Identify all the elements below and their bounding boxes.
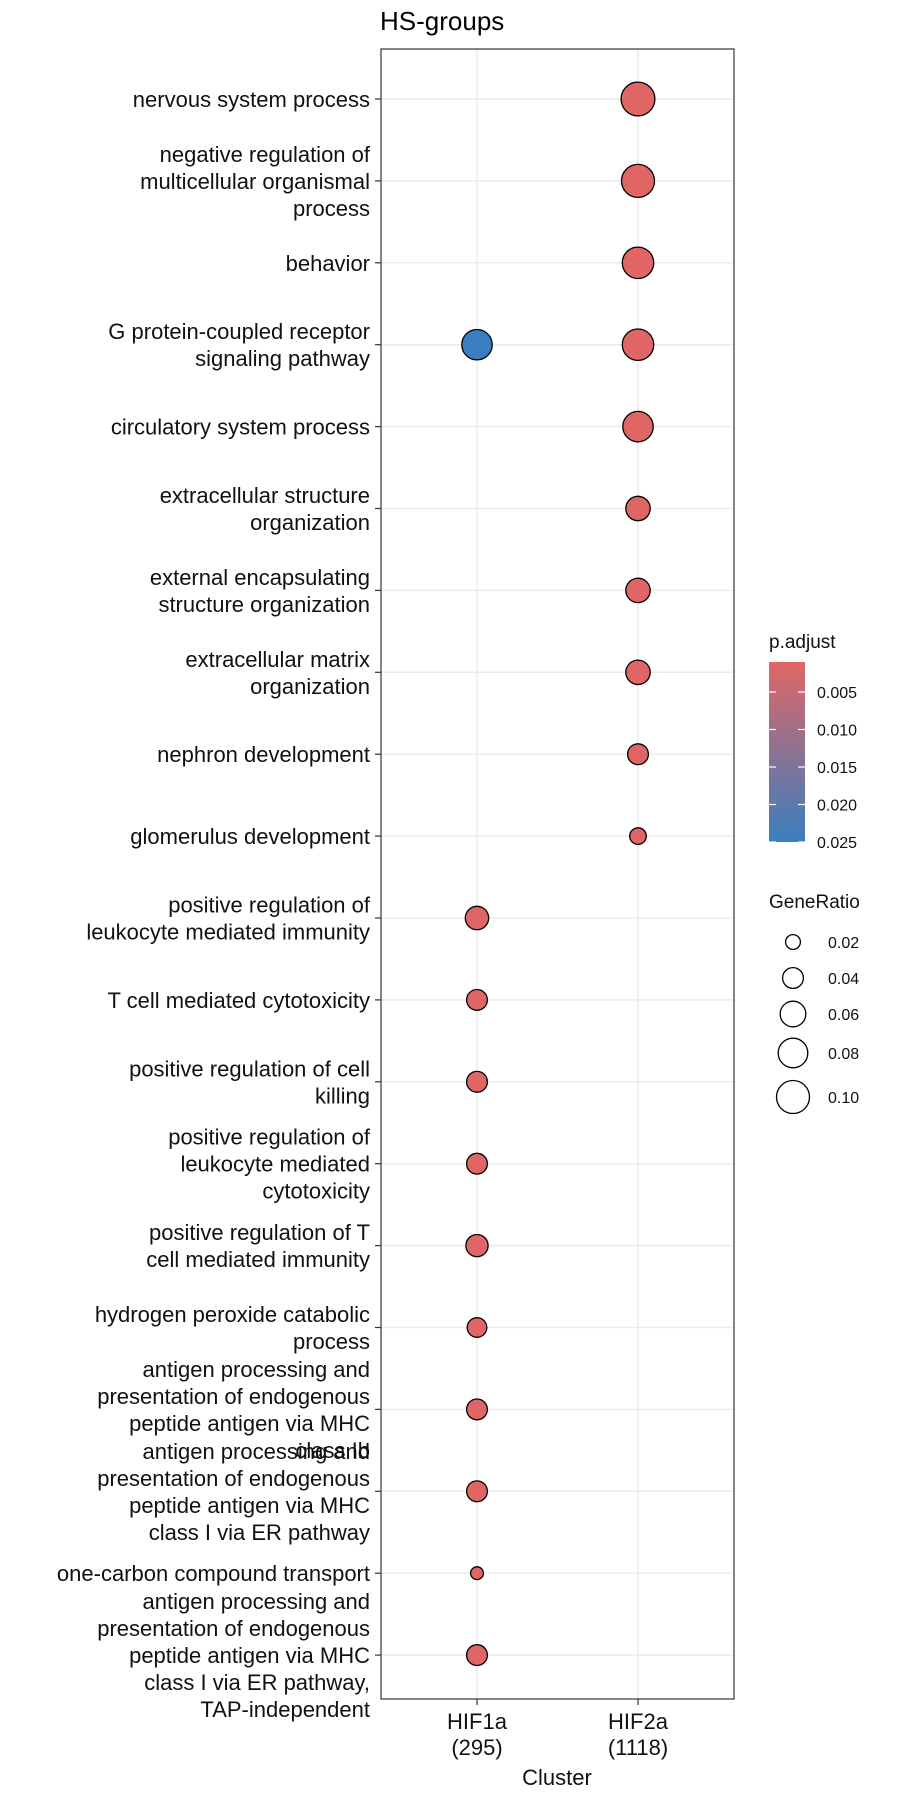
x-axis-tick-labels: HIF1a (295) HIF2a (1118)	[447, 1709, 669, 1760]
y-tick-label: antigen processing and presentation of en…	[97, 1439, 370, 1545]
y-tick-label: external encapsulating structure organiza…	[150, 565, 370, 617]
p-adjust-legend: p.adjust 0.005 0.010 0.015 0.020 0.025	[769, 632, 857, 852]
data-point	[465, 1233, 489, 1258]
x-tick-label: HIF2a (1118)	[608, 1709, 669, 1760]
y-tick-label: positive regulation of cell killing	[129, 1056, 370, 1108]
p-adjust-colorbar-ticks: 0.005 0.010 0.015 0.020 0.025	[769, 685, 857, 852]
y-tick-label: antigen processing and presentation of en…	[97, 1357, 370, 1463]
data-point	[465, 988, 489, 1011]
y-tick-label: positive regulation of leukocyte mediated…	[168, 1125, 371, 1204]
data-point	[621, 328, 655, 362]
y-tick-label: glomerulus development	[130, 824, 370, 849]
plot-panel-border	[380, 48, 735, 1700]
data-point	[464, 905, 490, 931]
gene-ratio-legend: GeneRatio 0.02 0.04 0.06 0.08 0.10	[769, 892, 860, 1115]
data-point	[626, 743, 650, 766]
grid-lines	[381, 49, 734, 1699]
y-axis-ticks	[375, 98, 381, 1656]
gene-ratio-key-label: 0.08	[828, 1046, 859, 1063]
data-point	[465, 1480, 489, 1503]
data-point	[461, 328, 493, 361]
chart-title: HS-groups	[380, 6, 504, 36]
y-tick-label: circulatory system process	[111, 415, 370, 440]
data-point	[625, 577, 651, 604]
y-tick-label: hydrogen peroxide catabolic process	[95, 1302, 370, 1354]
colorbar-tick-label: 0.025	[817, 835, 857, 852]
colorbar-tick-label: 0.010	[817, 723, 857, 740]
y-tick-label: one-carbon compound transport	[57, 1561, 370, 1586]
gene-ratio-legend-keys: 0.02 0.04 0.06 0.08 0.10	[775, 933, 859, 1115]
p-adjust-colorbar	[769, 662, 805, 842]
gene-ratio-key-label: 0.04	[828, 971, 859, 988]
data-point	[625, 495, 651, 522]
data-point	[629, 827, 647, 846]
y-tick-label: positive regulation of leukocyte mediated…	[86, 893, 371, 945]
data-point	[466, 1317, 488, 1338]
data-point	[469, 1566, 485, 1581]
data-point	[465, 1152, 489, 1175]
y-tick-label: behavior	[286, 251, 370, 276]
gene-ratio-key-label: 0.10	[828, 1090, 859, 1107]
y-tick-label: antigen processing and presentation of en…	[97, 1589, 370, 1722]
data-point	[622, 410, 654, 443]
p-adjust-legend-title: p.adjust	[769, 632, 836, 653]
gene-ratio-key-label: 0.02	[828, 935, 859, 952]
x-axis-label: Cluster	[522, 1765, 592, 1790]
data-point	[621, 246, 655, 280]
gene-ratio-key-circle	[779, 1000, 807, 1028]
colorbar-tick-label: 0.020	[817, 798, 857, 815]
data-point	[465, 1398, 489, 1421]
y-tick-label: G protein-coupled receptor signaling path…	[108, 319, 370, 371]
gene-ratio-key-circle	[784, 933, 802, 951]
data-points	[461, 81, 656, 1667]
data-point	[465, 1070, 489, 1093]
gene-ratio-legend-title: GeneRatio	[769, 892, 860, 913]
gene-ratio-key-circle	[781, 966, 805, 990]
y-axis-tick-labels: nervous system process negative regulatio…	[57, 87, 371, 1722]
y-tick-label: nervous system process	[133, 87, 370, 112]
colorbar-tick-label: 0.015	[817, 760, 857, 777]
data-point	[620, 81, 656, 117]
y-tick-label: negative regulation of multicellular orga…	[140, 142, 371, 221]
x-axis-ticks	[476, 1699, 639, 1705]
gene-ratio-key-circle	[777, 1037, 809, 1069]
y-tick-label: extracellular structure organization	[160, 483, 370, 535]
y-tick-label: T cell mediated cytotoxicity	[108, 988, 370, 1013]
data-point	[465, 1644, 489, 1667]
y-tick-label: nephron development	[157, 742, 370, 767]
colorbar-tick-label: 0.005	[817, 685, 857, 702]
data-point	[625, 659, 651, 686]
data-point	[620, 163, 656, 199]
gene-ratio-key-label: 0.06	[828, 1007, 859, 1024]
y-tick-label: extracellular matrix organization	[185, 647, 370, 699]
x-tick-label: HIF1a (295)	[447, 1709, 508, 1760]
gene-ratio-key-circle	[775, 1079, 811, 1115]
